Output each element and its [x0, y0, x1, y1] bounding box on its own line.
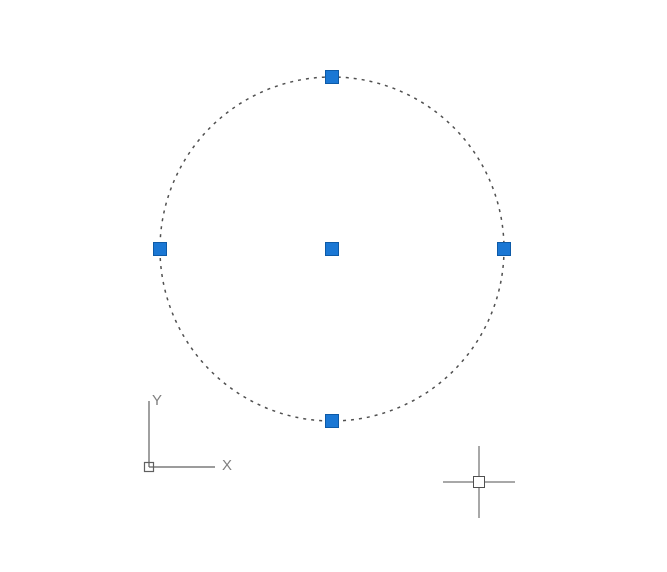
vector-overlay: [0, 0, 667, 572]
grip-center[interactable]: [325, 242, 339, 256]
grip-top[interactable]: [325, 70, 339, 84]
ucs-icon: [145, 401, 216, 472]
drawing-canvas[interactable]: X Y: [0, 0, 667, 572]
ucs-x-label: X: [222, 457, 232, 474]
grip-right[interactable]: [497, 242, 511, 256]
cursor-crosshair: [443, 446, 515, 518]
grip-left[interactable]: [153, 242, 167, 256]
grip-bottom[interactable]: [325, 414, 339, 428]
ucs-y-label: Y: [152, 392, 162, 409]
